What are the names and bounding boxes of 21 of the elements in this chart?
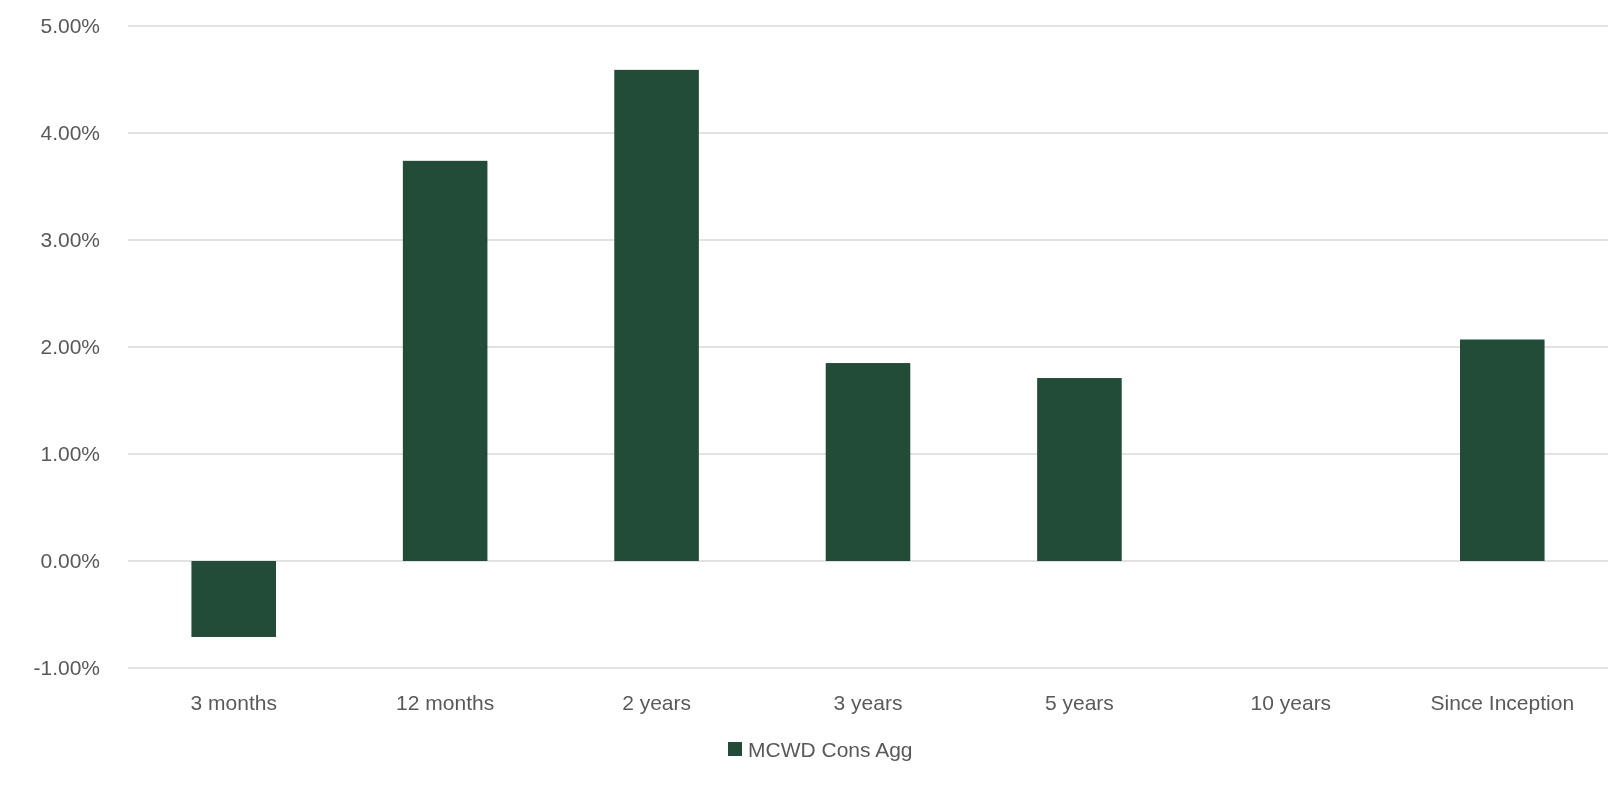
y-tick-label: 2.00% — [40, 335, 100, 359]
bar — [402, 160, 488, 561]
x-tick-label: 5 years — [1044, 691, 1114, 714]
bar — [1460, 339, 1545, 561]
legend-label: MCWD Cons Agg — [748, 738, 913, 762]
y-tick-label: 1.00% — [40, 442, 100, 466]
x-tick-label: 3 years — [833, 691, 903, 714]
y-tick-label: -1.00% — [33, 656, 100, 680]
bar — [614, 69, 699, 561]
bar — [825, 363, 911, 561]
x-tick-label: 2 years — [622, 691, 692, 714]
y-tick-label: 3.00% — [40, 228, 100, 252]
bar — [1037, 378, 1122, 561]
y-tick-label: 4.00% — [40, 121, 100, 145]
x-tick-label: 10 years — [1250, 691, 1332, 714]
x-tick-label: 12 months — [396, 691, 495, 714]
x-tick-label: 3 months — [190, 691, 277, 714]
x-tick-label: Since Inception — [1430, 691, 1575, 714]
bar — [191, 561, 276, 637]
y-tick-label: 5.00% — [40, 14, 100, 38]
y-tick-label: 0.00% — [40, 549, 100, 573]
